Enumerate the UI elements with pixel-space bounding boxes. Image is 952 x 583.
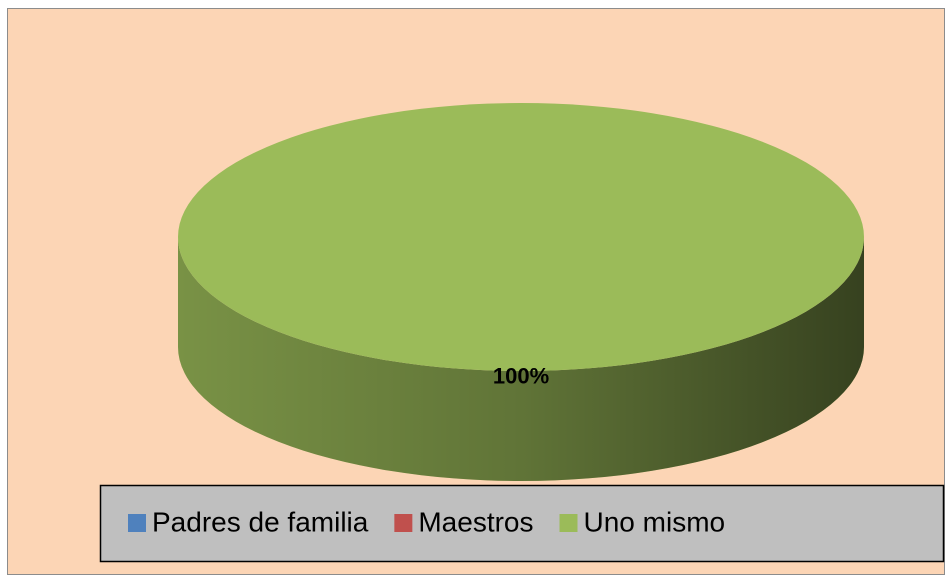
legend-swatch <box>559 514 578 532</box>
legend-label: Padres de familia <box>152 506 369 537</box>
slice <box>178 103 864 371</box>
legend: Padres de familia Maestros Uno mismo <box>128 506 725 537</box>
pie: 100% <box>178 103 864 481</box>
legend-box <box>99 484 945 563</box>
legend-label: Maestros <box>418 506 533 537</box>
legend-label: Uno mismo <box>584 506 726 537</box>
legend-swatch <box>128 514 146 532</box>
legend-swatch <box>394 514 413 532</box>
data-label: 100% <box>493 364 549 389</box>
slice-side-shade <box>178 237 864 481</box>
